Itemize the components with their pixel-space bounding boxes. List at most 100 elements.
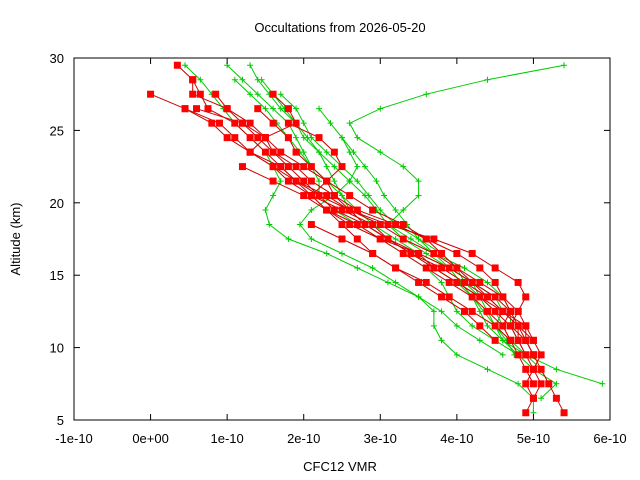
- green-plus-point: [239, 76, 246, 83]
- red-square-point: [506, 307, 514, 315]
- y-axis: 5 10 15 20 25 30: [50, 51, 610, 428]
- green-plus-point: [354, 134, 361, 141]
- green-plus-point: [423, 250, 430, 257]
- red-square-point: [522, 351, 530, 359]
- red-square-point: [330, 192, 338, 200]
- red-square-point: [338, 221, 346, 229]
- green-plus-point: [430, 322, 437, 329]
- red-square-point: [499, 293, 507, 301]
- green-plus-point: [266, 221, 273, 228]
- red-square-point: [193, 105, 201, 113]
- red-square-point: [277, 163, 285, 171]
- red-square-point: [476, 293, 484, 301]
- green-plus-point: [270, 105, 277, 112]
- green-plus-point: [392, 207, 399, 214]
- x-tick-label: 3e-10: [364, 431, 397, 446]
- green-plus-point: [308, 134, 315, 141]
- green-plus-point: [415, 178, 422, 185]
- red-square-point: [254, 134, 262, 142]
- green-plus-point: [400, 207, 407, 214]
- red-square-point: [399, 235, 407, 243]
- red-square-point: [353, 206, 361, 214]
- red-square-point: [346, 192, 354, 200]
- red-square-point: [461, 278, 469, 286]
- x-tick-label: 2e-10: [287, 431, 320, 446]
- red-square-point: [292, 177, 300, 185]
- red-square-point: [560, 409, 568, 417]
- red-square-point: [468, 249, 476, 257]
- green-plus-point: [327, 120, 334, 127]
- red-square-point: [277, 148, 285, 156]
- green-plus-point: [361, 163, 368, 170]
- green-plus-point: [339, 192, 345, 199]
- green-plus-point: [553, 366, 560, 373]
- red-square-point: [269, 177, 277, 185]
- red-square-point: [300, 163, 308, 171]
- green-plus-point: [316, 178, 323, 185]
- red-square-point: [422, 264, 430, 272]
- plot-markers: [147, 61, 606, 417]
- y-tick-label: 20: [50, 196, 64, 211]
- red-square-point: [246, 148, 254, 156]
- red-square-point: [522, 322, 530, 330]
- green-plus-point: [373, 178, 380, 185]
- x-tick-label: 1e-10: [211, 431, 244, 446]
- red-series-line: [184, 108, 534, 356]
- green-plus-point: [538, 395, 545, 402]
- red-square-point: [430, 235, 438, 243]
- red-square-point: [246, 119, 254, 127]
- red-square-point: [499, 307, 507, 315]
- red-square-point: [384, 221, 392, 229]
- green-plus-point: [476, 337, 483, 344]
- plot-lines: [150, 64, 603, 414]
- red-square-point: [196, 90, 204, 98]
- red-square-point: [529, 394, 537, 402]
- red-square-point: [430, 249, 438, 257]
- green-plus-point: [484, 76, 491, 83]
- red-square-point: [284, 177, 292, 185]
- red-square-point: [369, 206, 377, 214]
- red-square-point: [323, 206, 331, 214]
- x-tick-label: 4e-10: [440, 431, 473, 446]
- green-plus-point: [262, 207, 269, 214]
- red-square-point: [361, 221, 369, 229]
- green-plus-point: [323, 250, 330, 257]
- red-square-point: [537, 351, 545, 359]
- y-tick-label: 10: [50, 341, 64, 356]
- green-plus-point: [415, 192, 422, 199]
- green-plus-point: [515, 380, 522, 387]
- red-square-point: [323, 177, 331, 185]
- red-square-point: [522, 336, 530, 344]
- red-square-point: [445, 293, 453, 301]
- red-square-point: [415, 278, 423, 286]
- red-square-point: [307, 163, 315, 171]
- y-tick-label: 5: [57, 413, 64, 428]
- red-square-point: [491, 278, 499, 286]
- green-plus-point: [331, 178, 338, 185]
- red-square-point: [231, 134, 239, 142]
- green-plus-point: [400, 163, 407, 170]
- green-plus-point: [553, 380, 560, 387]
- green-plus-point: [384, 279, 391, 286]
- green-plus-point: [331, 163, 338, 170]
- green-plus-point: [438, 279, 445, 286]
- red-square-point: [476, 278, 484, 286]
- red-square-point: [307, 192, 315, 200]
- green-plus-point: [499, 351, 506, 358]
- red-square-point: [506, 322, 514, 330]
- red-square-point: [204, 105, 212, 113]
- green-plus-point: [277, 178, 284, 185]
- green-plus-point: [339, 134, 345, 141]
- red-square-point: [468, 307, 476, 315]
- red-square-point: [338, 163, 346, 171]
- chart-title: Occultations from 2026-05-20: [254, 20, 425, 35]
- red-square-point: [468, 293, 476, 301]
- green-plus-point: [453, 351, 460, 358]
- plot-frame: [73, 57, 611, 421]
- red-square-point: [223, 105, 231, 113]
- red-square-point: [269, 90, 277, 98]
- red-series-line: [192, 79, 542, 399]
- red-square-point: [173, 61, 181, 69]
- red-square-point: [422, 235, 430, 243]
